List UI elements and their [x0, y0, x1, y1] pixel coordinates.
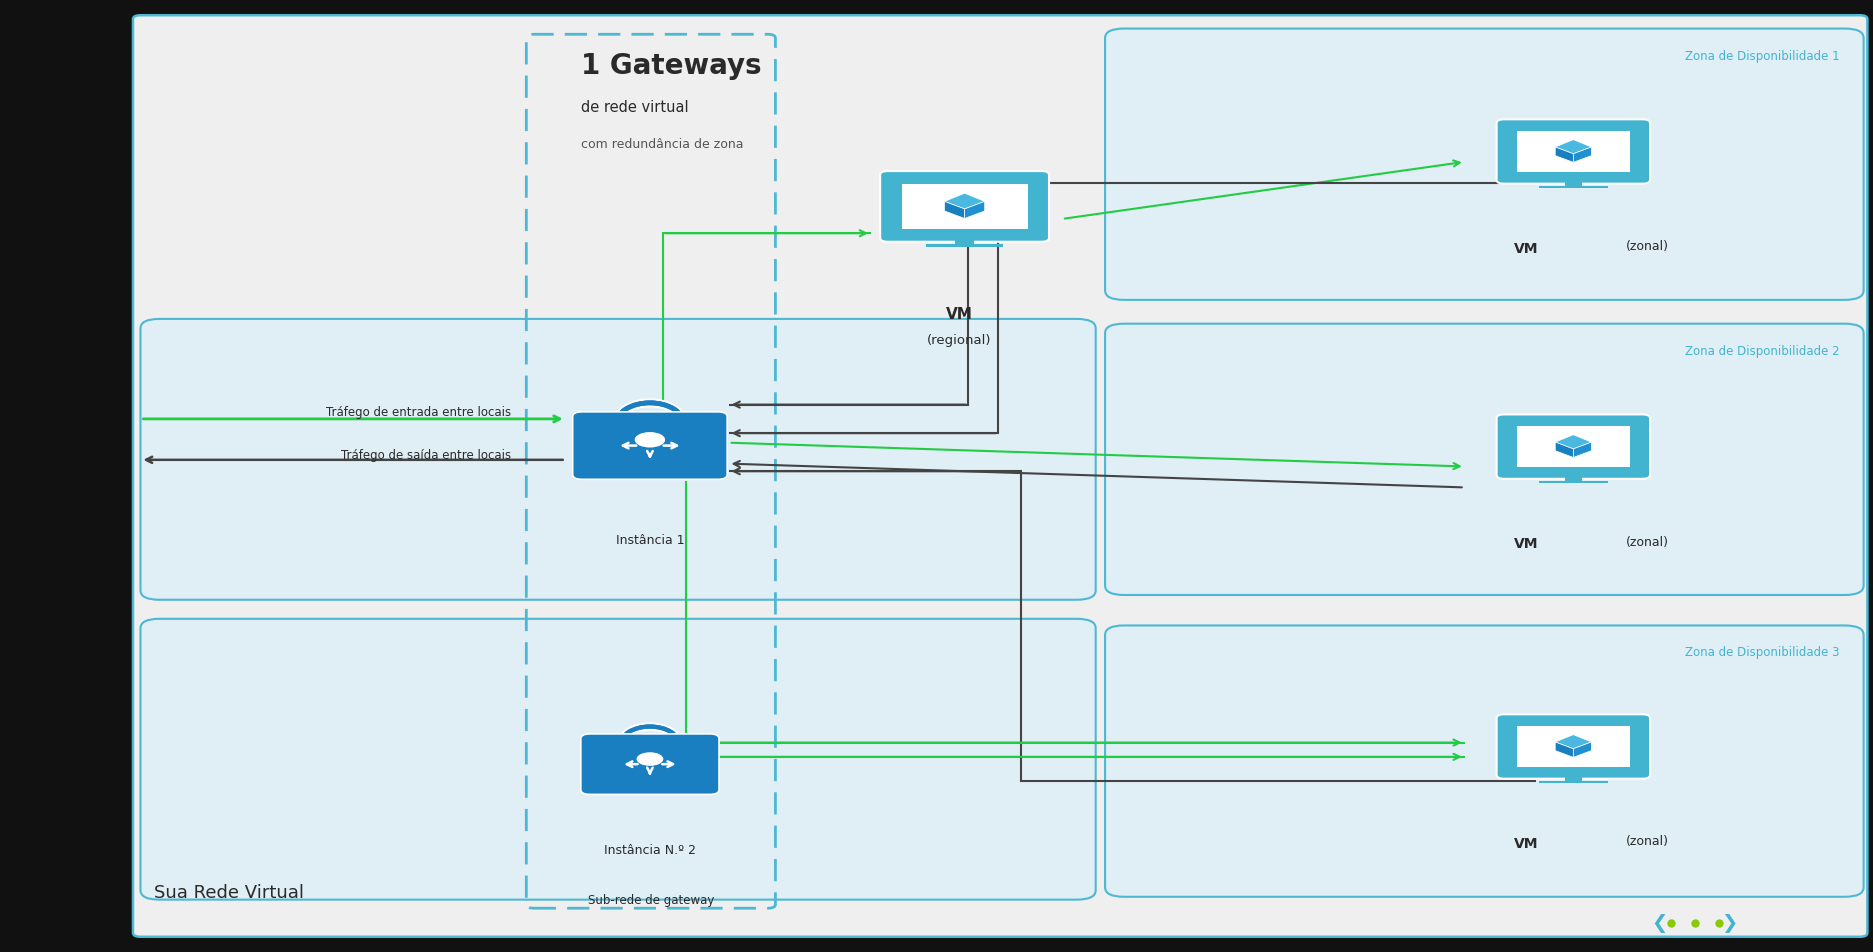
FancyBboxPatch shape	[1105, 625, 1864, 897]
Text: ❮: ❮	[1652, 914, 1667, 933]
FancyBboxPatch shape	[140, 319, 1096, 600]
Text: Sub-rede de gateway: Sub-rede de gateway	[588, 894, 714, 907]
Text: 1 Gateways: 1 Gateways	[581, 52, 760, 80]
Text: com redundância de zona: com redundância de zona	[581, 138, 744, 151]
Polygon shape	[1573, 147, 1592, 163]
Bar	[1566, 775, 1581, 781]
Text: VM: VM	[1513, 242, 1540, 256]
Polygon shape	[1573, 742, 1592, 758]
Bar	[0, 0, 142, 952]
Bar	[901, 184, 1028, 229]
Text: VM: VM	[946, 307, 972, 322]
FancyBboxPatch shape	[581, 734, 719, 794]
Circle shape	[637, 752, 663, 765]
Bar	[1566, 475, 1581, 481]
Text: Zona de Disponibilidade 1: Zona de Disponibilidade 1	[1684, 50, 1839, 63]
Text: Zona de Disponibilidade 2: Zona de Disponibilidade 2	[1684, 345, 1839, 358]
Bar	[1517, 426, 1630, 467]
Polygon shape	[944, 193, 985, 208]
Bar	[955, 238, 974, 245]
Text: (zonal): (zonal)	[1626, 836, 1669, 848]
FancyBboxPatch shape	[1497, 414, 1650, 479]
Text: Instância N.º 2: Instância N.º 2	[603, 844, 697, 858]
Bar	[1517, 131, 1630, 172]
Polygon shape	[1555, 140, 1592, 153]
Polygon shape	[1555, 435, 1592, 448]
Polygon shape	[1555, 147, 1573, 163]
Text: ❯: ❯	[1721, 914, 1736, 933]
Text: (zonal): (zonal)	[1626, 241, 1669, 253]
Text: (zonal): (zonal)	[1626, 536, 1669, 548]
FancyBboxPatch shape	[1497, 714, 1650, 779]
Text: de rede virtual: de rede virtual	[581, 100, 687, 115]
FancyBboxPatch shape	[880, 171, 1049, 242]
Bar	[1540, 186, 1607, 188]
Bar	[925, 245, 1004, 248]
Polygon shape	[944, 202, 965, 218]
Bar	[1540, 781, 1607, 783]
Text: Tráfego de saída entre locais: Tráfego de saída entre locais	[341, 448, 511, 462]
FancyBboxPatch shape	[140, 619, 1096, 900]
Polygon shape	[965, 202, 985, 218]
FancyBboxPatch shape	[573, 412, 727, 479]
FancyBboxPatch shape	[1105, 29, 1864, 300]
Bar	[1517, 726, 1630, 767]
Text: Instância 1: Instância 1	[616, 534, 684, 546]
Text: Tráfego de entrada entre locais: Tráfego de entrada entre locais	[326, 406, 511, 419]
Bar	[1540, 481, 1607, 484]
FancyBboxPatch shape	[133, 15, 1867, 937]
Circle shape	[635, 432, 665, 447]
Text: (regional): (regional)	[927, 334, 991, 347]
Polygon shape	[1555, 735, 1592, 748]
Bar	[1566, 180, 1581, 186]
Text: Sua Rede Virtual: Sua Rede Virtual	[154, 884, 303, 902]
Text: VM: VM	[1513, 537, 1540, 551]
FancyBboxPatch shape	[1497, 119, 1650, 184]
Polygon shape	[1555, 742, 1573, 758]
Polygon shape	[1573, 442, 1592, 458]
Polygon shape	[1555, 442, 1573, 458]
Text: VM: VM	[1513, 837, 1540, 851]
FancyBboxPatch shape	[1105, 324, 1864, 595]
Text: Zona de Disponibilidade 3: Zona de Disponibilidade 3	[1686, 646, 1839, 660]
